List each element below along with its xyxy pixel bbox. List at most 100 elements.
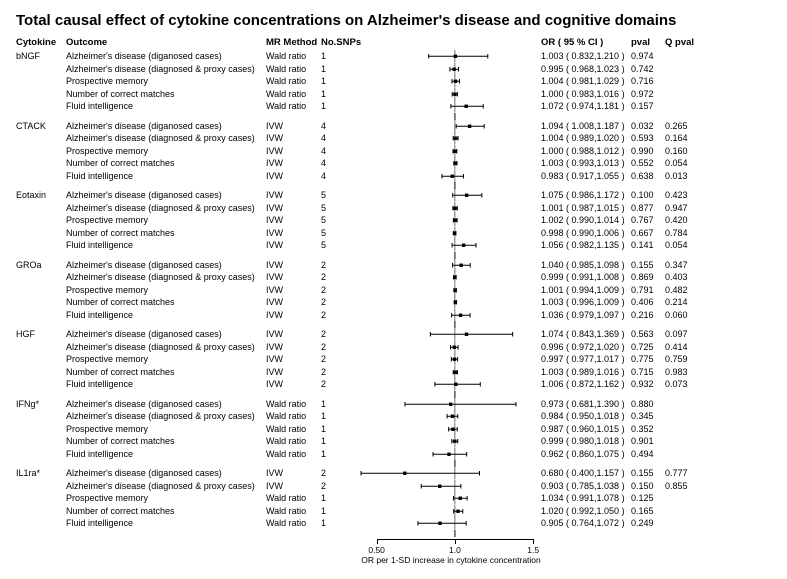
pval-value: 0.742	[631, 63, 665, 76]
forest-row	[361, 88, 541, 101]
method-label: IVW	[266, 145, 321, 158]
method-label: Wald ratio	[266, 448, 321, 461]
or-ci-value: 1.036 ( 0.979,1.097 )	[541, 309, 631, 322]
pval-value: 0.877	[631, 202, 665, 215]
pval-value: 0.725	[631, 341, 665, 354]
forest-row	[361, 366, 541, 379]
pval-value: 0.100	[631, 189, 665, 202]
or-ci-value: 1.034 ( 0.991,1.078 )	[541, 492, 631, 505]
pval-value: 0.880	[631, 398, 665, 411]
outcome-label: Alzheimer's disease (diganosed cases)	[66, 328, 266, 341]
qpval-value: 0.160	[665, 145, 699, 158]
col-cytokine: Cytokine	[16, 37, 66, 50]
qpval-value: 0.097	[665, 328, 699, 341]
pval-value: 0.715	[631, 366, 665, 379]
method-label: Wald ratio	[266, 100, 321, 113]
snps-value: 5	[321, 202, 361, 215]
or-ci-value: 1.094 ( 1.008,1.187 )	[541, 120, 631, 133]
pval-value: 0.352	[631, 423, 665, 436]
qpval-value: 0.759	[665, 353, 699, 366]
or-ci-value: 0.998 ( 0.990,1.006 )	[541, 227, 631, 240]
pval-value: 0.716	[631, 75, 665, 88]
col-plot	[361, 43, 541, 45]
qpval-value: 0.983	[665, 366, 699, 379]
qpval-value: 0.947	[665, 202, 699, 215]
pval-value: 0.767	[631, 214, 665, 227]
method-label: IVW	[266, 296, 321, 309]
cytokine-label: GROa	[16, 259, 66, 272]
forest-row	[361, 410, 541, 423]
forest-plot-table: Cytokine Outcome MR Method No.SNPs OR ( …	[16, 37, 771, 567]
outcome-label: Alzheimer's disease (diagnosed & proxy c…	[66, 132, 266, 145]
outcome-label: Fluid intelligence	[66, 239, 266, 252]
outcome-label: Prospective memory	[66, 423, 266, 436]
method-label: Wald ratio	[266, 435, 321, 448]
qpval-value: 0.414	[665, 341, 699, 354]
pval-value: 0.155	[631, 467, 665, 480]
outcome-label: Alzheimer's disease (diganosed cases)	[66, 259, 266, 272]
method-label: IVW	[266, 202, 321, 215]
pval-value: 0.974	[631, 50, 665, 63]
forest-row	[361, 214, 541, 227]
snps-value: 1	[321, 398, 361, 411]
snps-value: 2	[321, 284, 361, 297]
col-outcome: Outcome	[66, 37, 266, 50]
col-pval: pval	[631, 37, 665, 50]
outcome-label: Number of correct matches	[66, 88, 266, 101]
or-ci-value: 0.999 ( 0.991,1.008 )	[541, 271, 631, 284]
forest-row	[361, 170, 541, 183]
col-orci: OR ( 95 % CI )	[541, 37, 631, 50]
snps-value: 2	[321, 341, 361, 354]
snps-value: 2	[321, 271, 361, 284]
cytokine-label: bNGF	[16, 50, 66, 63]
outcome-label: Prospective memory	[66, 284, 266, 297]
pval-value: 0.216	[631, 309, 665, 322]
snps-value: 2	[321, 259, 361, 272]
outcome-label: Alzheimer's disease (diagnosed & proxy c…	[66, 410, 266, 423]
cytokine-label: IFNg*	[16, 398, 66, 411]
outcome-label: Number of correct matches	[66, 227, 266, 240]
outcome-label: Alzheimer's disease (diagnosed & proxy c…	[66, 63, 266, 76]
method-label: Wald ratio	[266, 410, 321, 423]
forest-row	[361, 63, 541, 76]
or-ci-value: 0.999 ( 0.980,1.018 )	[541, 435, 631, 448]
qpval-value: 0.347	[665, 259, 699, 272]
or-ci-value: 0.903 ( 0.785,1.038 )	[541, 480, 631, 493]
forest-row	[361, 435, 541, 448]
qpval-value: 0.403	[665, 271, 699, 284]
outcome-label: Prospective memory	[66, 353, 266, 366]
snps-value: 2	[321, 378, 361, 391]
method-label: IVW	[266, 271, 321, 284]
qpval-value: 0.164	[665, 132, 699, 145]
snps-value: 4	[321, 120, 361, 133]
method-label: Wald ratio	[266, 88, 321, 101]
axis-title: OR per 1-SD increase in cytokine concent…	[361, 555, 541, 565]
outcome-label: Alzheimer's disease (diagnosed & proxy c…	[66, 341, 266, 354]
snps-value: 4	[321, 157, 361, 170]
forest-row	[361, 189, 541, 202]
outcome-label: Prospective memory	[66, 214, 266, 227]
pval-value: 0.150	[631, 480, 665, 493]
forest-row	[361, 202, 541, 215]
snps-value: 5	[321, 214, 361, 227]
pval-value: 0.345	[631, 410, 665, 423]
method-label: Wald ratio	[266, 50, 321, 63]
method-label: IVW	[266, 259, 321, 272]
pval-value: 0.249	[631, 517, 665, 530]
outcome-label: Number of correct matches	[66, 296, 266, 309]
pval-value: 0.155	[631, 259, 665, 272]
method-label: Wald ratio	[266, 398, 321, 411]
or-ci-value: 1.003 ( 0.993,1.013 )	[541, 157, 631, 170]
pval-value: 0.775	[631, 353, 665, 366]
outcome-label: Alzheimer's disease (diganosed cases)	[66, 189, 266, 202]
qpval-value: 0.855	[665, 480, 699, 493]
forest-row	[361, 50, 541, 63]
method-label: IVW	[266, 328, 321, 341]
method-label: Wald ratio	[266, 423, 321, 436]
method-label: IVW	[266, 480, 321, 493]
snps-value: 5	[321, 189, 361, 202]
or-ci-value: 1.075 ( 0.986,1.172 )	[541, 189, 631, 202]
snps-value: 2	[321, 353, 361, 366]
or-ci-value: 0.996 ( 0.972,1.020 )	[541, 341, 631, 354]
forest-row	[361, 448, 541, 461]
